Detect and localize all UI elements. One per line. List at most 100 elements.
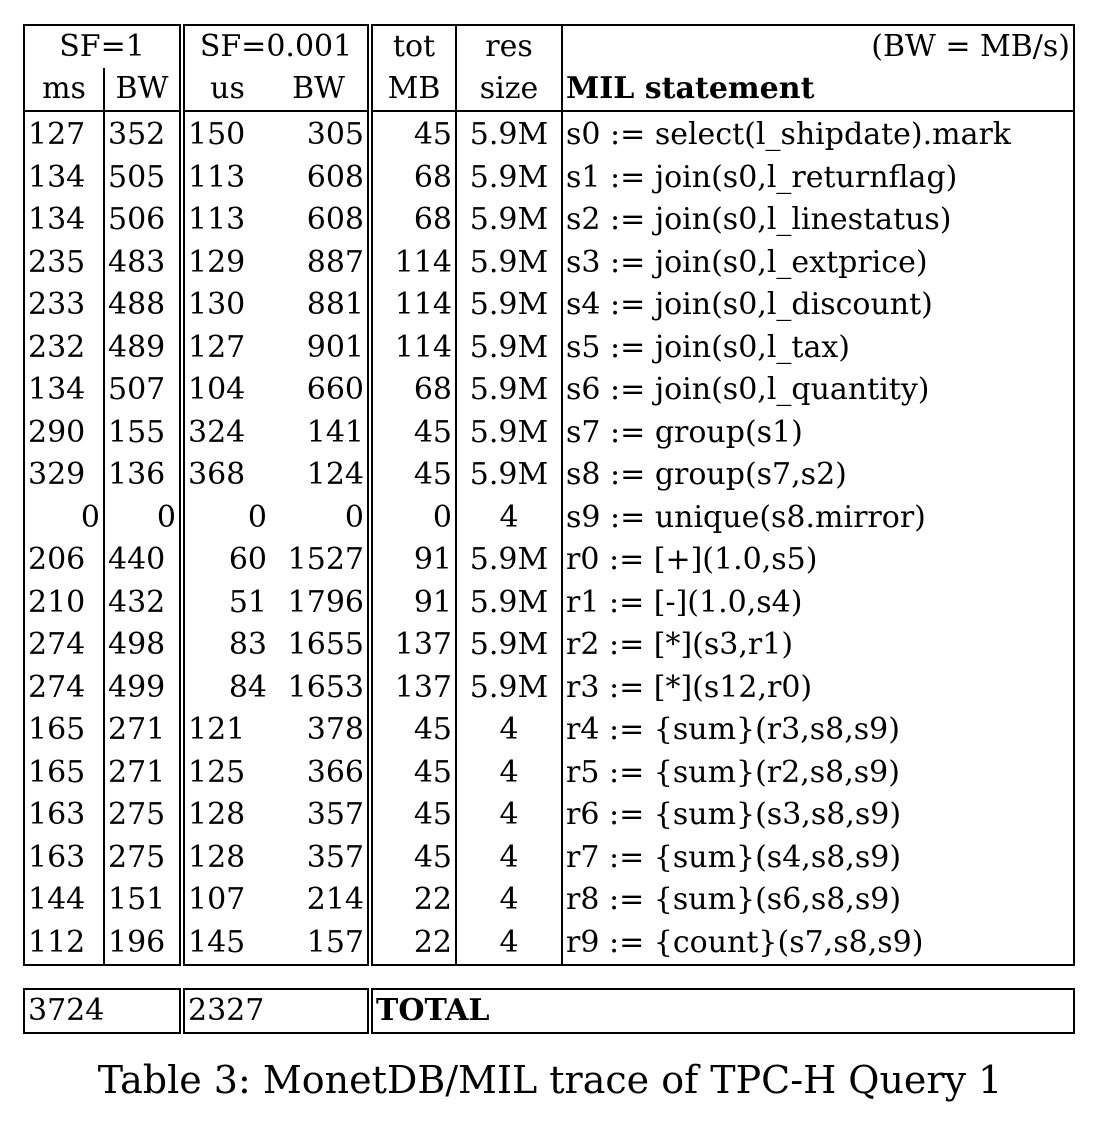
cell-res-size: 5.9M [455, 624, 563, 667]
total-table: 3724 2327 TOTAL [23, 988, 1075, 1034]
table-row: 134 506 113 608 68 5.9M s2 := join(s0,l_linest… [23, 199, 1076, 242]
cell-mil-statement: r9 := {count}(s7,s8,s9) [561, 921, 1076, 966]
cell-tot-mb: 114 [367, 326, 457, 369]
cell-bw-sf1: 440 [103, 539, 182, 582]
cell-bw-sf0001: 1653 [287, 669, 365, 705]
total-sf1-ms: 3724 [23, 988, 182, 1034]
cell-res-size: 4 [455, 709, 563, 752]
trace-table-container: SF=1 SF=0.001 tot res (BW = MB/s) ms BW … [23, 24, 1076, 1034]
cell-tot-mb: 0 [367, 496, 457, 539]
cell-tot-mb: 45 [367, 454, 457, 497]
cell-tot-mb: 45 [367, 836, 457, 879]
header-bw2: BW [270, 68, 371, 112]
cell-bw-sf1: 352 [103, 111, 182, 157]
cell-mil-statement: s2 := join(s0,l_linestatus) [561, 199, 1076, 242]
cell-tot-mb: 114 [367, 241, 457, 284]
cell-ms: 134 [23, 369, 104, 412]
cell-us: 145 [179, 921, 270, 966]
table-row: 134 507 104 660 68 5.9M s6 := join(s0,l_quanti… [23, 369, 1076, 412]
cell-ms: 290 [23, 411, 104, 454]
cell-ms: 206 [23, 539, 104, 582]
cell-mil-statement: r0 := [+](1.0,s5) [561, 539, 1076, 582]
cell-res-size: 5.9M [455, 111, 563, 157]
cell-us: 130 [179, 284, 270, 327]
cell-us: 51 [179, 581, 270, 624]
cell-ms: 127 [23, 111, 104, 157]
mil-trace-table: SF=1 SF=0.001 tot res (BW = MB/s) ms BW … [23, 24, 1076, 966]
cell-ms: 165 [23, 751, 104, 794]
total-sf0001-us: 2327 [179, 988, 370, 1034]
trace-table-body: 127 352 150 305 45 5.9M s0 := select(l_shipdat… [23, 111, 1076, 966]
cell-bw-sf1: 498 [103, 624, 182, 667]
cell-bw-sf0001: 1796 [287, 584, 365, 620]
cell-tot-mb: 91 [367, 539, 457, 582]
cell-tot-mb: 68 [367, 369, 457, 412]
cell-ms: 274 [23, 624, 104, 667]
cell-res-size: 4 [455, 921, 563, 966]
cell-ms: 134 [23, 199, 104, 242]
cell-res-size: 5.9M [455, 284, 563, 327]
cell-bw-sf1: 0 [103, 496, 182, 539]
cell-tot-mb: 137 [367, 666, 457, 709]
cell-res-size: 4 [455, 794, 563, 837]
cell-tot-mb: 91 [367, 581, 457, 624]
cell-res-size: 5.9M [455, 326, 563, 369]
cell-ms: 112 [23, 921, 104, 966]
cell-tot-mb: 114 [367, 284, 457, 327]
table-row: 235 483 129 887 114 5.9M s3 := join(s0,l_extpr… [23, 241, 1076, 284]
cell-bw-sf1: 505 [103, 156, 182, 199]
cell-us: 324 [179, 411, 270, 454]
cell-us: 125 [179, 751, 270, 794]
table-row: 210 432 51 1796 91 5.9M r1 := [-](1.0,s4) [23, 581, 1076, 624]
table-row: 127 352 150 305 45 5.9M s0 := select(l_shipdat… [23, 111, 1076, 157]
cell-bw-sf0001: 608 [306, 202, 365, 238]
cell-res-size: 4 [455, 496, 563, 539]
cell-bw-sf1: 483 [103, 241, 182, 284]
cell-bw-sf1: 432 [103, 581, 182, 624]
cell-res-size: 4 [455, 836, 563, 879]
cell-ms: 235 [23, 241, 104, 284]
cell-bw-sf0001: 357 [306, 839, 365, 875]
cell-ms: 165 [23, 709, 104, 752]
cell-mil-statement: r2 := [*](s3,r1) [561, 624, 1076, 667]
header-res: res [455, 24, 563, 68]
cell-ms: 0 [23, 496, 104, 539]
cell-us: 60 [179, 539, 270, 582]
cell-us: 128 [179, 836, 270, 879]
cell-us: 0 [179, 496, 270, 539]
cell-ms: 134 [23, 156, 104, 199]
table-row: 165 271 125 366 45 4 r5 := {sum}(r2,s8,s9) [23, 751, 1076, 794]
cell-ms: 233 [23, 284, 104, 327]
cell-tot-mb: 45 [367, 794, 457, 837]
cell-mil-statement: s1 := join(s0,l_returnflag) [561, 156, 1076, 199]
table-row: 112 196 145 157 22 4 r9 := {count}(s7,s8,s9) [23, 921, 1076, 966]
cell-us: 129 [179, 241, 270, 284]
cell-ms: 163 [23, 836, 104, 879]
cell-bw-sf0001: 366 [306, 754, 365, 790]
cell-bw-sf0001: 608 [306, 159, 365, 195]
cell-bw-sf0001: 124 [306, 457, 365, 493]
cell-tot-mb: 45 [367, 111, 457, 157]
cell-res-size: 5.9M [455, 539, 563, 582]
cell-bw-sf1: 489 [103, 326, 182, 369]
header-bw1: BW [103, 68, 182, 112]
cell-us: 127 [179, 326, 270, 369]
cell-mil-statement: r6 := {sum}(s3,s8,s9) [561, 794, 1076, 837]
table-row: 165 271 121 378 45 4 r4 := {sum}(r3,s8,s9) [23, 709, 1076, 752]
cell-mil-statement: s9 := unique(s8.mirror) [561, 496, 1076, 539]
table-row: 0 0 0 0 0 4 s9 := unique(s8.mirror) [23, 496, 1076, 539]
cell-bw-sf1: 506 [103, 199, 182, 242]
cell-bw-sf1: 151 [103, 879, 182, 922]
cell-tot-mb: 22 [367, 921, 457, 966]
cell-bw-sf0001: 901 [306, 329, 365, 365]
cell-ms: 274 [23, 666, 104, 709]
cell-bw-sf1: 155 [103, 411, 182, 454]
cell-tot-mb: 45 [367, 411, 457, 454]
cell-tot-mb: 22 [367, 879, 457, 922]
cell-mil-statement: r5 := {sum}(r2,s8,s9) [561, 751, 1076, 794]
cell-bw-sf1: 271 [103, 709, 182, 752]
table-row: 163 275 128 357 45 4 r7 := {sum}(s4,s8,s9) [23, 836, 1076, 879]
total-label: TOTAL [367, 988, 1075, 1034]
header-ms: ms [23, 68, 104, 112]
cell-res-size: 5.9M [455, 581, 563, 624]
